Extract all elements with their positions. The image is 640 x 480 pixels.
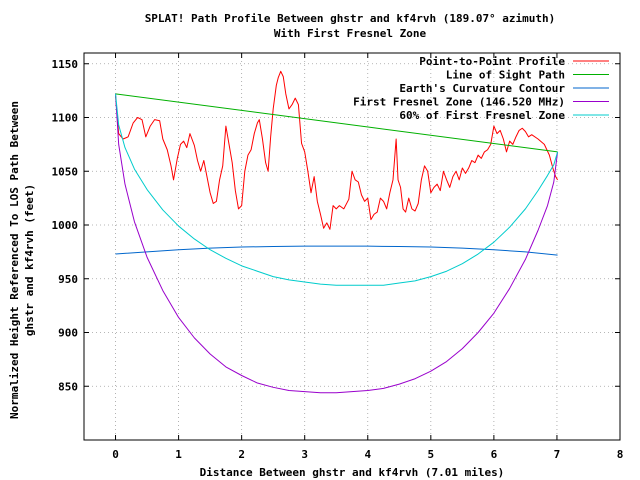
series-line-line-of-sight-path — [115, 93, 558, 153]
series-line-first-fresnel-zone-146-520-mhz — [115, 93, 559, 394]
series-line-earth-s-curvature-contour — [115, 245, 558, 256]
axis-ticks: 0 1 2 3 4 5 6 7 8 850 900 950 1000 1050 1100 1150 — [52, 53, 624, 461]
series-line-point-to-point-profile — [115, 70, 559, 230]
x-axis-label: Distance Between ghstr and kf4rvh (7.01 … — [200, 466, 505, 479]
x-tick-label: 4 — [364, 448, 371, 461]
series-layer — [115, 70, 559, 394]
legend-label: First Fresnel Zone (146.520 MHz) — [353, 96, 565, 109]
chart-subtitle: With First Fresnel Zone — [274, 27, 427, 40]
chart-title: SPLAT! Path Profile Between ghstr and kf… — [145, 12, 556, 25]
y-tick-label: 1100 — [52, 112, 79, 125]
plot-frame — [83, 52, 621, 441]
x-tick-label: 3 — [301, 448, 308, 461]
y-tick-label: 900 — [58, 327, 78, 340]
legend-label: Earth's Curvature Contour — [399, 82, 565, 95]
x-tick-label: 0 — [112, 448, 119, 461]
x-tick-label: 5 — [428, 448, 435, 461]
legend-label: Line of Sight Path — [446, 69, 565, 82]
y-tick-label: 1150 — [52, 58, 79, 71]
y-tick-label: 1000 — [52, 219, 79, 232]
y-axis-label-line2: ghstr and kf4rvh (feet) — [23, 184, 36, 336]
grid — [84, 53, 620, 440]
x-tick-label: 1 — [175, 448, 182, 461]
legend-label: 60% of First Fresnel Zone — [399, 109, 565, 122]
x-tick-label: 6 — [491, 448, 498, 461]
x-tick-label: 7 — [554, 448, 561, 461]
y-tick-label: 850 — [58, 380, 78, 393]
y-tick-label: 950 — [58, 273, 78, 286]
series-line-60-of-first-fresnel-zone — [115, 93, 559, 286]
legend-label: Point-to-Point Profile — [419, 55, 565, 68]
y-tick-label: 1050 — [52, 165, 79, 178]
x-tick-label: 2 — [238, 448, 245, 461]
x-tick-label: 8 — [617, 448, 624, 461]
y-axis-label-line1: Normalized Height Referenced To LOS Path… — [8, 101, 21, 419]
